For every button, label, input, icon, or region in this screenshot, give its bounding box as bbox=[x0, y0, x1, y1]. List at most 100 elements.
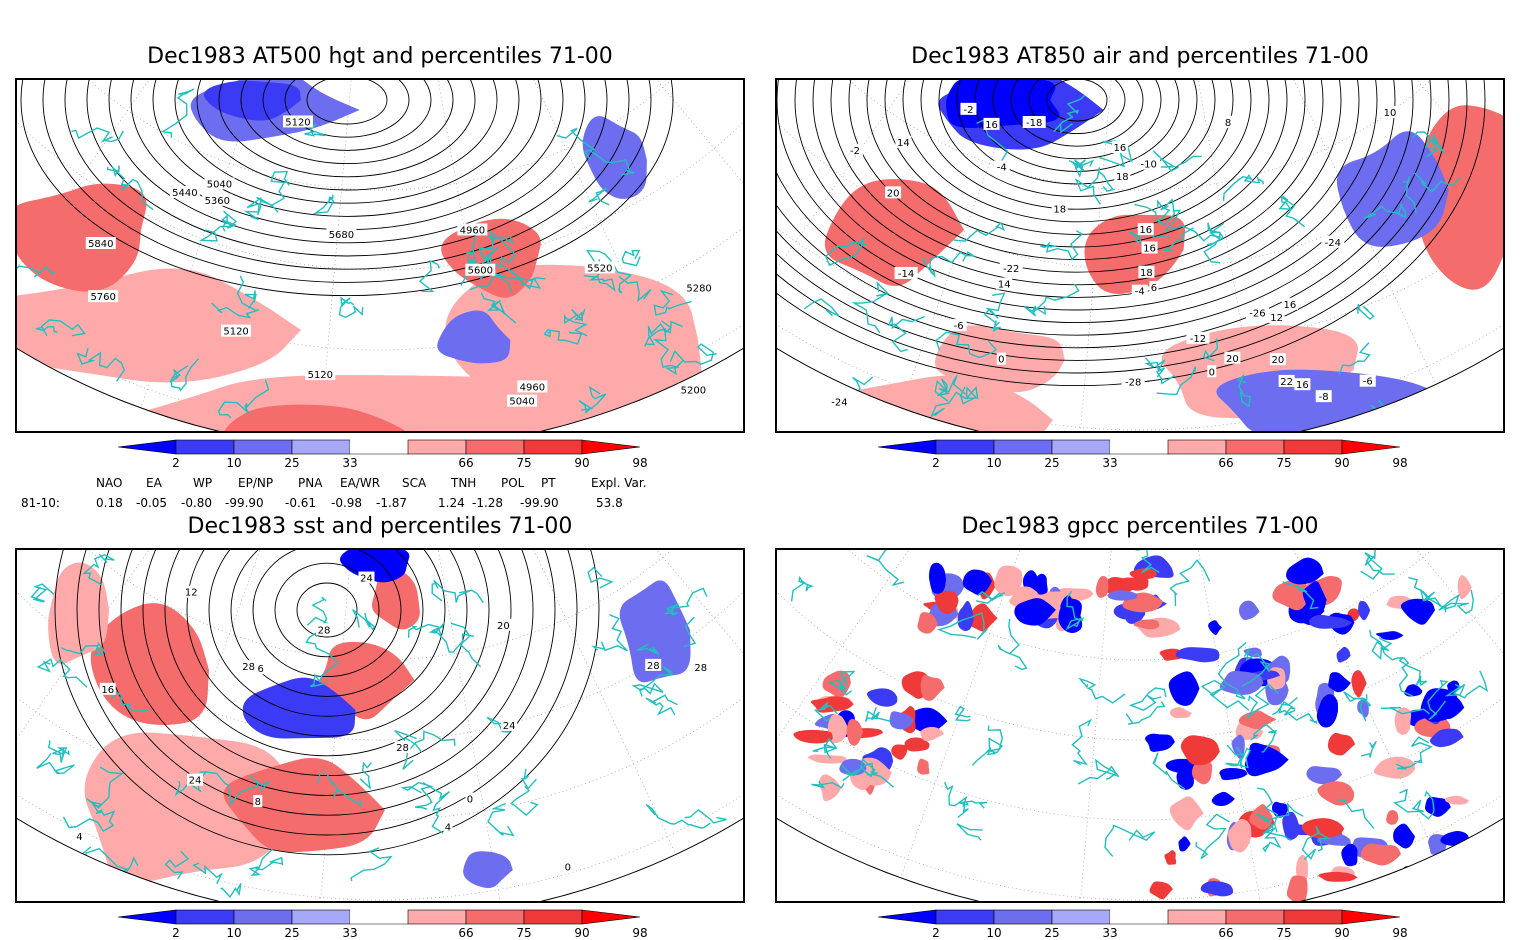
contour-label: 20 bbox=[887, 188, 900, 199]
anomaly-positive bbox=[891, 744, 908, 760]
contour-label-bg bbox=[358, 571, 375, 584]
coastline-segment bbox=[60, 641, 107, 656]
coastline-segment bbox=[1202, 338, 1219, 362]
contour-label: 14 bbox=[897, 138, 910, 149]
colorbar-tick-label: 10 bbox=[986, 926, 1001, 940]
anomaly-positive bbox=[1238, 710, 1277, 730]
coastline-segment bbox=[1343, 691, 1372, 722]
colorbar-tick-label: 98 bbox=[632, 926, 647, 940]
contour-label-bg bbox=[1223, 115, 1233, 128]
coastline-segment bbox=[62, 810, 116, 833]
contour-label-bg bbox=[1224, 351, 1241, 364]
anomaly-positive bbox=[1144, 733, 1175, 752]
anomaly-negative bbox=[1219, 670, 1264, 695]
coastline-segment bbox=[1104, 824, 1156, 857]
coastline-segment bbox=[1272, 701, 1296, 716]
contour-label: -8 bbox=[1319, 392, 1329, 403]
panel-title-air: Dec1983 AT850 air and percentiles 71-00 bbox=[911, 44, 1369, 69]
colorbar-swatch bbox=[935, 909, 995, 925]
anomaly-negative bbox=[1286, 875, 1308, 901]
coastline-segment bbox=[350, 847, 393, 882]
latitude-line bbox=[17, 550, 743, 741]
contour-label: 0 bbox=[998, 355, 1004, 366]
anomaly-negative bbox=[819, 774, 842, 802]
contour-line bbox=[956, 80, 1198, 185]
index-value: 53.8 bbox=[596, 496, 623, 510]
anomaly-negative bbox=[934, 590, 959, 614]
coastline-segment bbox=[583, 273, 616, 292]
coastline-segment bbox=[1125, 701, 1166, 725]
anomaly-positive bbox=[1211, 791, 1235, 807]
contour-line bbox=[992, 80, 1162, 160]
contour-line bbox=[812, 80, 1342, 286]
contour-label-bg bbox=[1121, 375, 1145, 388]
colorbar-tick-label: 2 bbox=[172, 926, 180, 940]
contour-label-bg bbox=[1138, 265, 1155, 278]
contour-label-bg bbox=[1278, 374, 1295, 387]
anomaly-negative bbox=[1318, 871, 1358, 882]
contour-label: 8 bbox=[1225, 118, 1231, 129]
contour-label-bg bbox=[983, 117, 1000, 130]
coastline-segment bbox=[217, 379, 270, 419]
contour-label-bg bbox=[847, 143, 864, 156]
colorbar-tick-label: 66 bbox=[458, 926, 473, 940]
index-value: -0.61 bbox=[285, 496, 317, 510]
contour-line bbox=[777, 80, 1468, 374]
colorbar-tick-label: 10 bbox=[986, 456, 1001, 470]
contour-label-bg bbox=[443, 820, 453, 833]
contour-label-bg bbox=[88, 290, 119, 303]
panel-title-gpcc: Dec1983 gpcc percentiles 71-00 bbox=[961, 514, 1319, 539]
anomaly-negative bbox=[1424, 796, 1451, 817]
coastline-segment bbox=[338, 296, 364, 319]
contour-line bbox=[1028, 80, 1126, 135]
coastline-segment bbox=[1407, 396, 1426, 415]
coastline-segment bbox=[1128, 687, 1167, 711]
coastline-segment bbox=[669, 343, 718, 366]
coastline-segment bbox=[1363, 203, 1407, 220]
contour-label-bg bbox=[517, 380, 548, 393]
contour-label-bg bbox=[885, 186, 902, 199]
coastline-segment bbox=[465, 234, 478, 266]
coastline-segment bbox=[76, 347, 126, 382]
colorbar-tick-label: 66 bbox=[458, 456, 473, 470]
coastline-segment bbox=[1338, 342, 1371, 375]
anomaly-positive bbox=[224, 404, 405, 431]
colorbar-arrow-high bbox=[581, 909, 641, 925]
colorbar-tick-label: 33 bbox=[342, 926, 357, 940]
coastline-segment bbox=[220, 883, 242, 899]
map-svg-gpcc bbox=[777, 550, 1503, 901]
anomaly-positive bbox=[917, 758, 930, 775]
contour-line bbox=[274, 562, 380, 658]
contour-label: 28 bbox=[647, 661, 660, 672]
coastline-segment bbox=[936, 611, 988, 640]
contour-label-bg bbox=[996, 352, 1006, 365]
anomaly-positive bbox=[827, 714, 849, 744]
coastline-segment bbox=[840, 758, 878, 778]
colorbar-tick-label: 90 bbox=[574, 926, 589, 940]
coastline-segment bbox=[221, 210, 238, 229]
contour-label-bg bbox=[1149, 281, 1159, 294]
anomaly-positive bbox=[17, 268, 301, 383]
contour-line bbox=[920, 80, 1234, 210]
anomaly-positive bbox=[1200, 881, 1234, 897]
contour-label-bg bbox=[501, 718, 518, 731]
colorbar-tick-label: 98 bbox=[632, 456, 647, 470]
coastline-segment bbox=[644, 320, 672, 347]
contour-label-bg bbox=[1294, 378, 1311, 391]
anomaly-positive bbox=[1219, 768, 1248, 781]
anomaly-positive bbox=[223, 758, 385, 853]
anomaly-negative bbox=[1429, 728, 1464, 748]
colorbar-tick-label: 25 bbox=[1044, 456, 1059, 470]
coastline-segment bbox=[589, 149, 635, 176]
coastline-segment bbox=[1444, 670, 1489, 699]
contour-label: 6 bbox=[1151, 283, 1157, 294]
coastline-segment bbox=[934, 375, 967, 402]
colorbar-swatch bbox=[523, 439, 583, 455]
coastline-segment bbox=[813, 701, 838, 722]
colorbar-tick-label: 2 bbox=[172, 456, 180, 470]
anomaly-positive bbox=[1302, 581, 1327, 617]
longitude-line bbox=[379, 80, 743, 287]
colorbar-tick-label: 25 bbox=[284, 926, 299, 940]
colorbar-swatch bbox=[407, 439, 467, 455]
contour-label: -28 bbox=[1125, 377, 1141, 388]
